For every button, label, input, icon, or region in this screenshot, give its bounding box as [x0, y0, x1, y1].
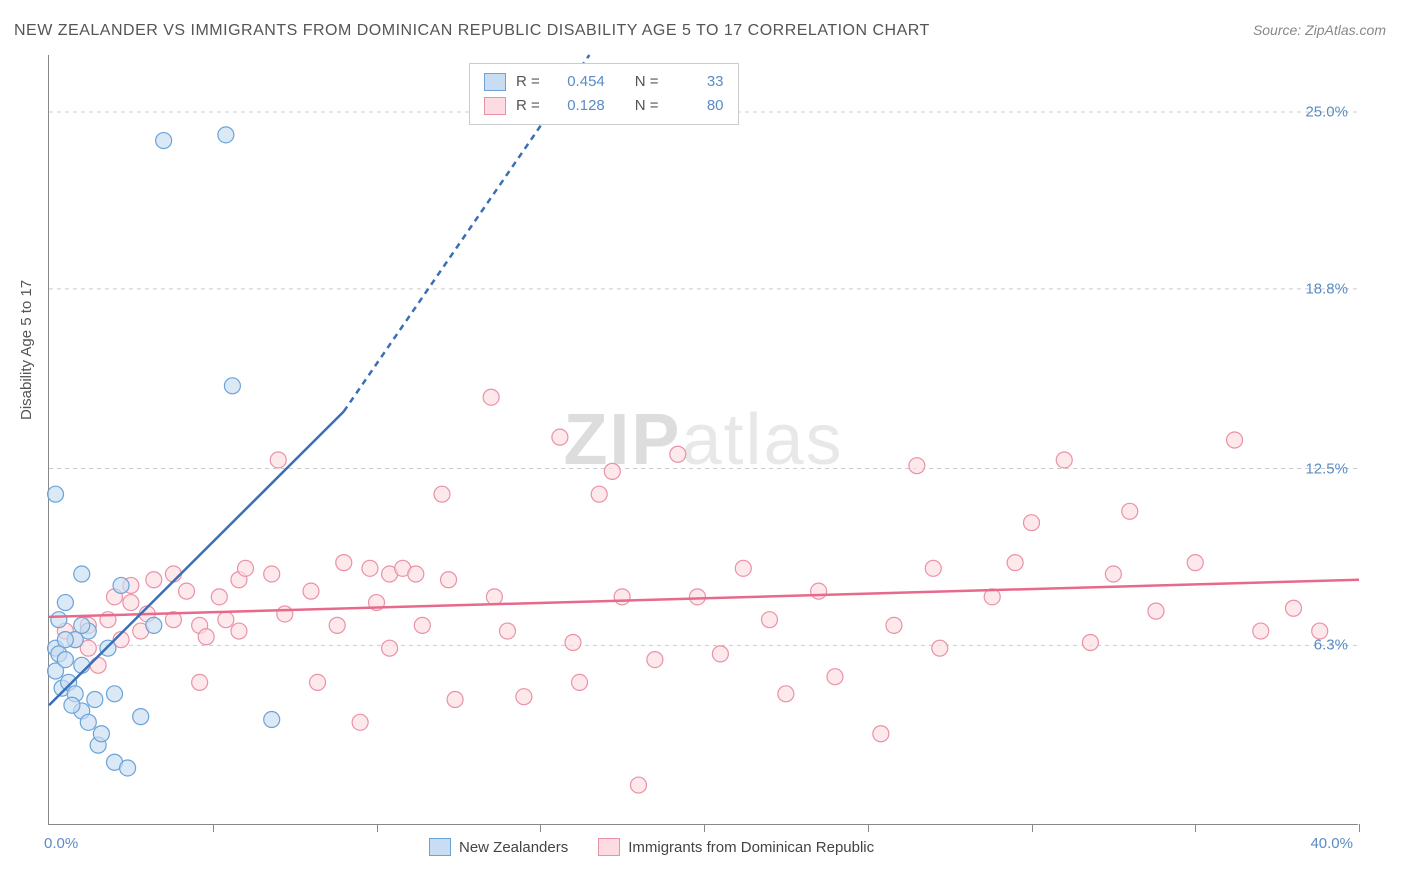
x-tick: [1032, 824, 1033, 832]
chart-container: NEW ZEALANDER VS IMMIGRANTS FROM DOMINIC…: [0, 0, 1406, 892]
x-tick: [704, 824, 705, 832]
series-legend: New Zealanders Immigrants from Dominican…: [429, 838, 874, 856]
y-tick-label: 18.8%: [1305, 280, 1348, 297]
legend-item-blue: New Zealanders: [429, 838, 568, 856]
legend-item-pink: Immigrants from Dominican Republic: [598, 838, 874, 856]
swatch-blue-icon: [429, 838, 451, 856]
swatch-blue: [484, 73, 506, 91]
x-max-label: 40.0%: [1310, 835, 1353, 852]
swatch-pink-icon: [598, 838, 620, 856]
stats-row-pink: R = 0.128 N = 80: [484, 94, 724, 118]
chart-svg: [49, 55, 1358, 824]
x-min-label: 0.0%: [44, 835, 78, 852]
plot-area: ZIPatlas R = 0.454 N = 33 R = 0.128 N: [48, 55, 1358, 825]
y-axis-label: Disability Age 5 to 17: [18, 280, 35, 420]
stats-row-blue: R = 0.454 N = 33: [484, 70, 724, 94]
y-tick-label: 25.0%: [1305, 104, 1348, 121]
x-tick: [213, 824, 214, 832]
chart-title: NEW ZEALANDER VS IMMIGRANTS FROM DOMINIC…: [14, 22, 930, 40]
x-tick: [377, 824, 378, 832]
x-tick: [540, 824, 541, 832]
y-tick-label: 12.5%: [1305, 460, 1348, 477]
x-tick: [1359, 824, 1360, 832]
y-tick-label: 6.3%: [1314, 637, 1348, 654]
stats-legend: R = 0.454 N = 33 R = 0.128 N = 80: [469, 63, 739, 125]
source-label: Source: ZipAtlas.com: [1253, 22, 1386, 38]
x-tick: [1195, 824, 1196, 832]
swatch-pink: [484, 97, 506, 115]
x-tick: [868, 824, 869, 832]
